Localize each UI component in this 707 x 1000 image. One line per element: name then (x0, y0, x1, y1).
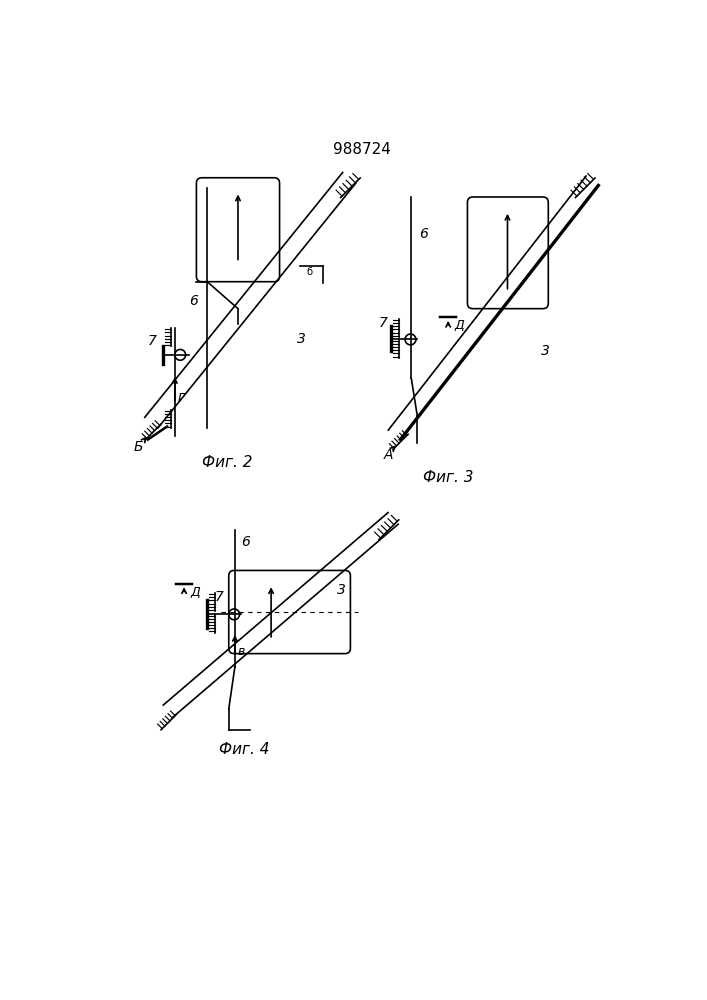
Text: 6: 6 (189, 294, 198, 308)
Text: 3: 3 (541, 344, 549, 358)
Text: Фиг. 4: Фиг. 4 (219, 742, 269, 757)
Text: A: A (383, 448, 393, 462)
Text: Д: Д (190, 586, 200, 599)
Text: б: б (307, 267, 312, 277)
Text: в: в (238, 645, 245, 658)
Text: 7: 7 (215, 590, 224, 604)
Text: Б: Б (133, 440, 143, 454)
Text: 6: 6 (419, 227, 428, 241)
Text: 6: 6 (241, 535, 250, 549)
Text: Д: Д (455, 319, 464, 332)
Text: Фиг. 2: Фиг. 2 (202, 455, 252, 470)
Text: 3: 3 (337, 583, 346, 597)
Text: 988724: 988724 (333, 142, 391, 157)
Text: 7: 7 (147, 334, 156, 348)
Text: 7: 7 (379, 316, 388, 330)
Text: Фиг. 3: Фиг. 3 (423, 470, 474, 485)
Text: 3: 3 (296, 332, 305, 346)
Text: г: г (178, 390, 185, 404)
